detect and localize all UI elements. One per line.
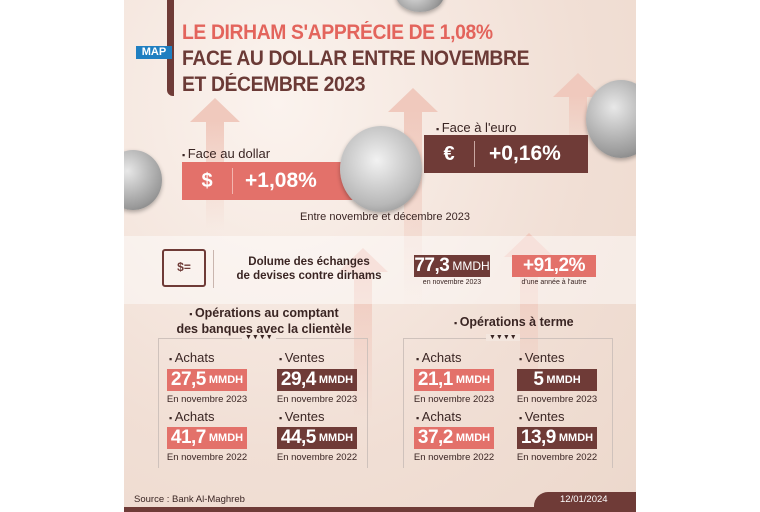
spot-item-label: Achats — [169, 350, 215, 365]
forward-item-value: 37,2 — [417, 427, 453, 448]
forward-item-value-box: 37,2 MMDH — [414, 427, 494, 449]
forward-item-value: 5 — [533, 369, 544, 390]
forward-item-value: 21,1 — [417, 369, 453, 390]
spot-item-label: Achats — [169, 409, 215, 424]
forward-item-unit: MMDH — [546, 374, 581, 386]
forward-item-unit: MMDH — [455, 432, 491, 444]
volume-value: 77,3 — [414, 255, 450, 276]
spot-item-value: 41,7 — [170, 427, 206, 448]
forward-title: Opérations à terme — [454, 315, 574, 329]
volume-unit: MMDH — [452, 259, 490, 273]
dirham-coin-image — [340, 126, 422, 212]
forward-item-label: Achats — [416, 350, 462, 365]
source-text: Source : Bank Al-Maghreb — [134, 494, 245, 505]
spot-item-unit: MMDH — [318, 432, 354, 444]
spot-item-caption: En novembre 2022 — [276, 452, 358, 463]
volume-value-caption: en novembre 2023 — [422, 279, 482, 286]
period-caption: Entre novembre et décembre 2023 — [300, 211, 470, 223]
spot-item-unit: MMDH — [208, 432, 244, 444]
spot-item-caption: En novembre 2022 — [166, 452, 248, 463]
forward-item-caption: En novembre 2022 — [413, 452, 495, 463]
forward-item-value-box: 13,9 MMDH — [517, 427, 597, 449]
spot-item-label: Ventes — [279, 350, 325, 365]
spot-title-line-2: des banques avec la clientèle — [176, 322, 352, 336]
euro-change-box: € +0,16% — [424, 135, 588, 173]
volume-title-line-1: Dolume des échanges — [248, 256, 370, 268]
coin-image — [124, 150, 162, 210]
spot-title: Opérations au comptant des banques avec … — [159, 306, 369, 337]
exchange-document-icon: $= — [162, 249, 206, 287]
dollar-change-value: +1,08% — [245, 169, 317, 192]
spot-item-value-box: 41,7 MMDH — [167, 427, 247, 449]
footer-bar — [124, 507, 636, 512]
dollar-change-box: $ +1,08% — [182, 162, 362, 200]
title-line-2: FACE AU DOLLAR ENTRE NOVEMBRE — [182, 47, 530, 70]
spot-item-label: Ventes — [279, 409, 325, 424]
spot-item-unit: MMDH — [208, 374, 244, 386]
volume-title: Dolume des échanges de devises contre di… — [224, 255, 394, 283]
spot-item-value-box: 44,5 MMDH — [277, 427, 357, 449]
forward-item-caption: En novembre 2023 — [413, 394, 495, 405]
title-line-3: ET DÉCEMBRE 2023 — [182, 73, 366, 96]
euro-hand-icon: € — [443, 142, 455, 165]
spot-item-value: 44,5 — [280, 427, 316, 448]
forward-item-caption: En novembre 2022 — [516, 452, 598, 463]
volume-change-caption: d'une année à l'autre — [521, 279, 587, 286]
dollar-label: Face au dollar — [182, 146, 270, 161]
volume-value-box: 77,3 MMDH — [414, 255, 490, 277]
spot-title-line-1: Opérations au comptant — [159, 306, 369, 322]
volume-change-box: +91,2% — [512, 255, 596, 277]
forward-item-unit: MMDH — [558, 432, 594, 444]
spot-item-unit: MMDH — [318, 374, 354, 386]
euro-label: Face à l'euro — [436, 120, 517, 135]
forward-markers: ▼▼▼▼ — [486, 334, 520, 341]
spot-item-value-box: 27,5 MMDH — [167, 369, 247, 391]
volume-change: +91,2% — [523, 255, 585, 276]
forward-item-label: Achats — [416, 409, 462, 424]
forward-item-value-box: 5 MMDH — [517, 369, 597, 391]
forward-item-caption: En novembre 2023 — [516, 394, 598, 405]
spot-item-value: 27,5 — [170, 369, 206, 390]
volume-title-line-2: de devises contre dirhams — [236, 270, 382, 282]
title-line-1: LE DIRHAM S'APPRÉCIE DE 1,08% — [182, 21, 493, 44]
coin-image — [586, 80, 636, 158]
euro-change-value: +0,16% — [489, 142, 561, 165]
forward-item-unit: MMDH — [455, 374, 491, 386]
spot-item-caption: En novembre 2023 — [276, 394, 358, 405]
infographic: MAP LE DIRHAM S'APPRÉCIE DE 1,08% FACE A… — [124, 0, 636, 512]
map-logo: MAP — [136, 46, 172, 59]
spot-markers: ▼▼▼▼ — [242, 334, 276, 341]
spot-item-value: 29,4 — [280, 369, 316, 390]
spot-item-caption: En novembre 2023 — [166, 394, 248, 405]
forward-item-label: Ventes — [519, 350, 565, 365]
spot-item-value-box: 29,4 MMDH — [277, 369, 357, 391]
arrow-up-icon — [504, 233, 554, 405]
date-text: 12/01/2024 — [560, 494, 608, 505]
forward-item-label: Ventes — [519, 409, 565, 424]
dollar-hand-icon: $ — [201, 169, 213, 192]
date-tab — [534, 492, 636, 512]
coin-image — [396, 0, 444, 12]
forward-item-value: 13,9 — [520, 427, 556, 448]
forward-item-value-box: 21,1 MMDH — [414, 369, 494, 391]
